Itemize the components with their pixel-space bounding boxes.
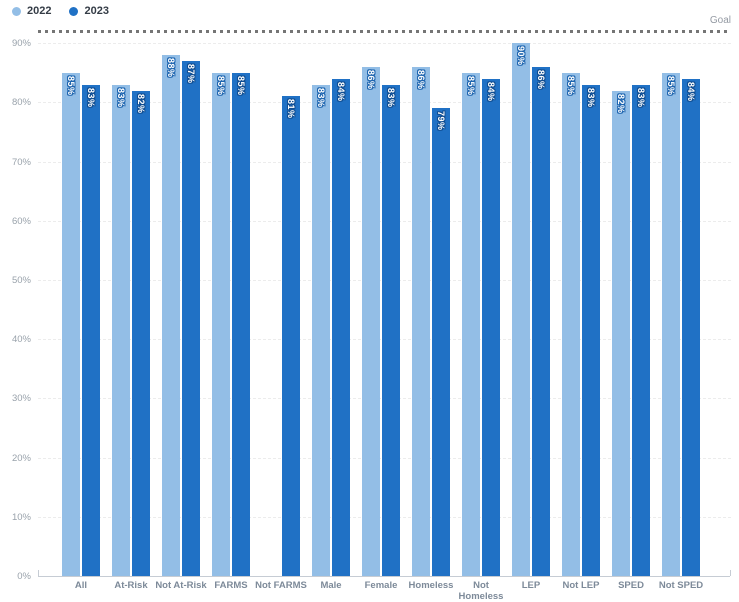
legend-item-2022[interactable]: 2022 [12,5,51,17]
legend-label-2023: 2023 [84,5,109,17]
category-label-not-sped: Not SPED [658,580,704,591]
bar-2023-sped[interactable]: 83% [632,84,650,576]
category-label-not-farms: Not FARMS [255,580,307,591]
goal-line [38,30,731,33]
bar-value-label: 83% [116,87,126,108]
y-axis-tick-label: 30% [11,393,31,405]
bar-2022-not-lep[interactable]: 85% [562,72,580,576]
bar-value-label: 83% [636,87,646,108]
bar-2022-sped[interactable]: 82% [612,90,630,576]
bar-2022-at-risk[interactable]: 83% [112,84,130,576]
bar-value-label: 88% [166,58,176,78]
bar-2022-male[interactable]: 83% [312,84,330,576]
bar-value-label: 84% [336,81,346,102]
bar-2023-not-sped[interactable]: 84% [682,78,700,576]
category-label-not-lep: Not LEP [562,580,600,591]
y-axis-tick-label: 50% [11,275,31,286]
x-axis-end-tick [730,570,731,576]
bar-value-label: 84% [486,81,496,102]
bar-value-label: 83% [86,87,96,108]
bar-value-label: 85% [466,75,476,96]
bar-2023-homeless[interactable]: 79% [432,108,450,576]
goal-line-label: Goal [709,15,731,26]
legend-item-2023[interactable]: 2023 [69,5,109,17]
bar-value-label: 85% [566,75,576,96]
bar-2023-lep[interactable]: 86% [532,66,550,576]
bar-value-label: 82% [136,93,146,114]
bar-2023-male[interactable]: 84% [332,78,350,576]
category-label-homeless: Homeless [408,580,454,591]
bar-value-label: 85% [66,75,76,96]
y-axis-tick-label: 0% [17,571,31,582]
category-label-sped: SPED [618,580,644,591]
category-label-not-at-risk: Not At-Risk [155,580,207,591]
bar-value-label: 85% [216,75,226,96]
y-axis-tick-label: 70% [11,156,31,168]
bar-2023-all[interactable]: 83% [82,84,100,576]
bar-value-label: 85% [236,75,246,96]
y-axis-tick-label: 10% [11,511,31,523]
category-label-male: Male [320,580,342,591]
bar-2022-not-sped[interactable]: 85% [662,72,680,576]
bar-2022-female[interactable]: 86% [362,66,380,576]
bar-value-label: 81% [286,99,296,119]
bar-2023-not-lep[interactable]: 83% [582,84,600,576]
y-axis-tick-label: 40% [11,334,31,346]
x-axis-start-tick [38,570,39,576]
category-label-lep: LEP [521,580,541,591]
bar-2022-homeless[interactable]: 86% [412,66,430,576]
bar-value-label: 83% [386,87,396,108]
gridline-90% [38,43,731,45]
bar-value-label: 85% [666,75,676,96]
bar-value-label: 83% [586,87,596,108]
bar-2023-not-homeless[interactable]: 84% [482,78,500,576]
bar-2022-lep[interactable]: 90% [512,43,530,576]
bar-value-label: 90% [516,46,526,66]
bar-2022-farms[interactable]: 85% [212,72,230,576]
bar-value-label: 79% [436,111,446,131]
bar-2022-not-homeless[interactable]: 85% [462,72,480,576]
category-label-farms: FARMS [214,580,248,591]
bar-2023-female[interactable]: 83% [382,84,400,576]
bar-2022-not-at-risk[interactable]: 88% [162,55,180,576]
legend-dot-2022-icon [12,6,21,16]
y-axis-tick-label: 80% [11,97,31,109]
legend-dot-2023-icon [69,6,79,16]
legend-label-2022: 2022 [27,5,52,17]
bar-2023-at-risk[interactable]: 82% [132,90,150,576]
bar-value-label: 86% [536,69,546,90]
bar-2023-not-farms[interactable]: 81% [282,96,300,576]
bar-value-label: 86% [366,69,376,90]
bar-2023-farms[interactable]: 85% [232,72,250,576]
category-label-all: All [74,580,88,591]
bar-value-label: 86% [416,69,426,90]
bar-2023-not-at-risk[interactable]: 87% [182,60,200,576]
y-axis-tick-label: 60% [11,215,31,227]
bar-2022-all[interactable]: 85% [62,72,80,576]
category-label-at-risk: At-Risk [114,580,148,591]
category-label-female: Female [364,580,398,591]
bar-value-label: 84% [686,81,696,102]
chart-legend: 2022 2023 [12,5,109,17]
bar-value-label: 82% [616,93,626,114]
y-axis-tick-label: 90% [11,38,31,50]
y-axis-tick-label: 20% [11,452,31,464]
bar-value-label: 83% [316,87,326,108]
bar-value-label: 87% [186,63,196,84]
x-axis-line [38,576,730,577]
